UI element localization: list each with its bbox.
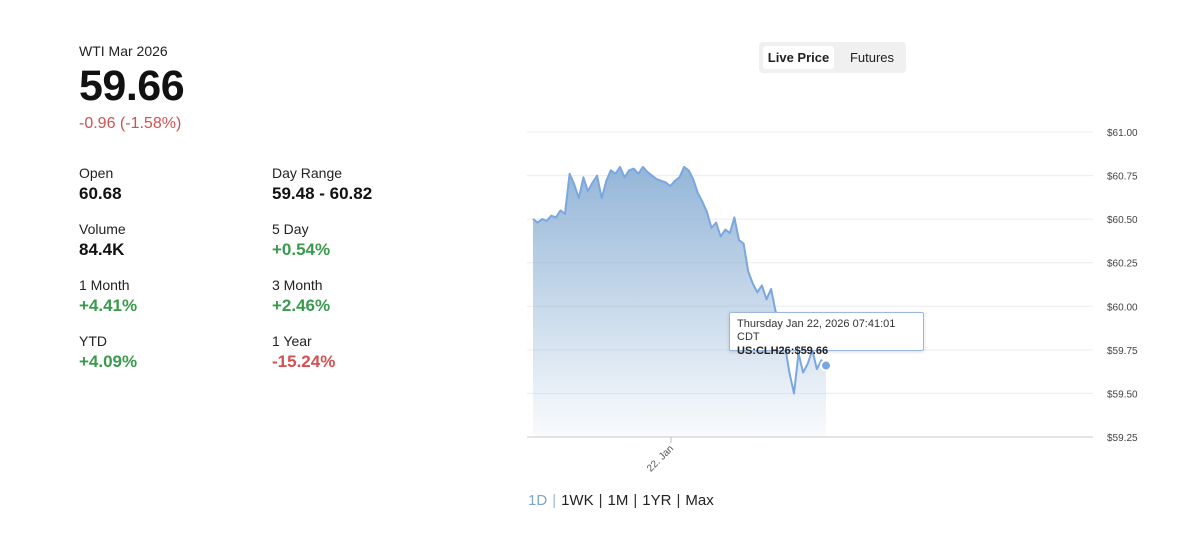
stat-label: Day Range — [272, 165, 343, 181]
range-separator: | — [598, 492, 603, 509]
range-1wk[interactable]: 1WK — [561, 492, 594, 509]
stat-value: 60.68 — [79, 184, 122, 203]
stat-day-range: Day Range 59.48 - 60.82 — [272, 165, 442, 204]
stat-ytd: YTD +4.09% — [79, 333, 249, 372]
stat-value: 59.48 - 60.82 — [272, 184, 373, 203]
stat-value: +2.46% — [272, 296, 331, 315]
range-separator: | — [633, 492, 638, 509]
stat-1-year: 1 Year -15.24% — [272, 333, 442, 372]
stat-5-day: 5 Day +0.54% — [272, 221, 442, 260]
stat-label: 3 Month — [272, 277, 323, 293]
range-1d[interactable]: 1D — [528, 492, 548, 509]
stat-value: -15.24% — [272, 352, 336, 371]
tooltip-date: Thursday Jan 22, 2026 07:41:01 CDT — [737, 318, 896, 343]
range-separator: | — [552, 492, 557, 509]
range-1m[interactable]: 1M — [607, 492, 629, 509]
stat-label: 1 Month — [79, 277, 130, 293]
y-tick-label: $59.25 — [1107, 433, 1138, 444]
stat-3-month: 3 Month +2.46% — [272, 277, 442, 316]
instrument-name: WTI Mar 2026 — [79, 43, 168, 59]
y-tick-label: $60.75 — [1107, 172, 1138, 183]
chart-tooltip: Thursday Jan 22, 2026 07:41:01 CDT US:CL… — [729, 312, 924, 357]
hover-marker — [820, 359, 832, 372]
stat-label: YTD — [79, 333, 107, 349]
y-tick-label: $60.00 — [1107, 302, 1138, 313]
range-separator: | — [676, 492, 681, 509]
stat-volume: Volume 84.4K — [79, 221, 249, 260]
stat-label: 5 Day — [272, 221, 309, 237]
tooltip-value: US:CLH26:$59.66 — [737, 345, 829, 357]
price-area-fill — [533, 166, 826, 437]
x-tick-label: 22. Jan — [645, 443, 676, 474]
stat-label: 1 Year — [272, 333, 312, 349]
y-tick-label: $59.50 — [1107, 389, 1138, 400]
y-tick-label: $60.25 — [1107, 259, 1138, 270]
live-price-tab[interactable]: Live Price — [763, 46, 834, 69]
price-type-toggle: Live Price Futures — [759, 42, 906, 73]
range-selector: 1D | 1WK | 1M | 1YR | Max — [528, 492, 714, 509]
stat-label: Volume — [79, 221, 126, 237]
y-tick-label: $59.75 — [1107, 346, 1138, 357]
stat-open: Open 60.68 — [79, 165, 249, 204]
stat-value: 84.4K — [79, 240, 125, 259]
stat-value: +4.41% — [79, 296, 138, 315]
last-price: 59.66 — [79, 62, 185, 110]
futures-tab[interactable]: Futures — [849, 50, 895, 65]
y-tick-label: $61.00 — [1107, 128, 1138, 139]
stat-label: Open — [79, 165, 114, 181]
stat-value: +0.54% — [272, 240, 331, 259]
range-max[interactable]: Max — [685, 492, 714, 509]
y-tick-label: $60.50 — [1107, 215, 1138, 226]
stat-value: +4.09% — [79, 352, 138, 371]
stat-1-month: 1 Month +4.41% — [79, 277, 249, 316]
range-1yr[interactable]: 1YR — [642, 492, 672, 509]
price-change: -0.96 (-1.58%) — [79, 115, 182, 132]
